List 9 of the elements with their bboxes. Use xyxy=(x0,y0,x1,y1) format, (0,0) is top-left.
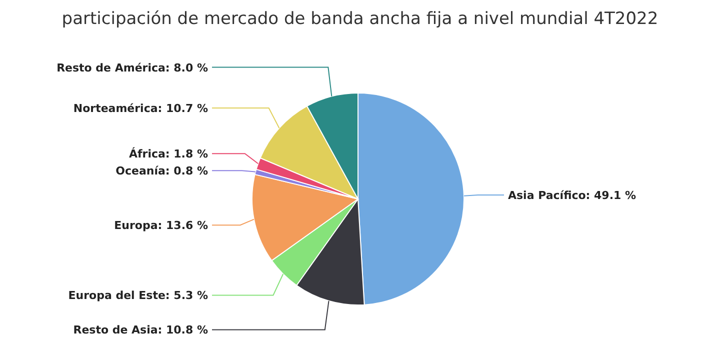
slice-label: África: 1.8 % xyxy=(128,146,208,161)
slice-label: Resto de América: 8.0 % xyxy=(56,61,208,74)
slice-label: Resto de Asia: 10.8 % xyxy=(73,324,208,337)
chart-title: participación de mercado de banda ancha fija a nivel mundial 4T2022 xyxy=(62,9,658,29)
slice-label: Asia Pacífico: 49.1 % xyxy=(508,188,636,202)
slice-label: Europa: 13.6 % xyxy=(114,219,208,232)
slice-label: Oceanía: 0.8 % xyxy=(116,164,208,178)
slice-label: Europa del Este: 5.3 % xyxy=(68,289,208,302)
slice-label: Norteamérica: 10.7 % xyxy=(73,102,208,116)
